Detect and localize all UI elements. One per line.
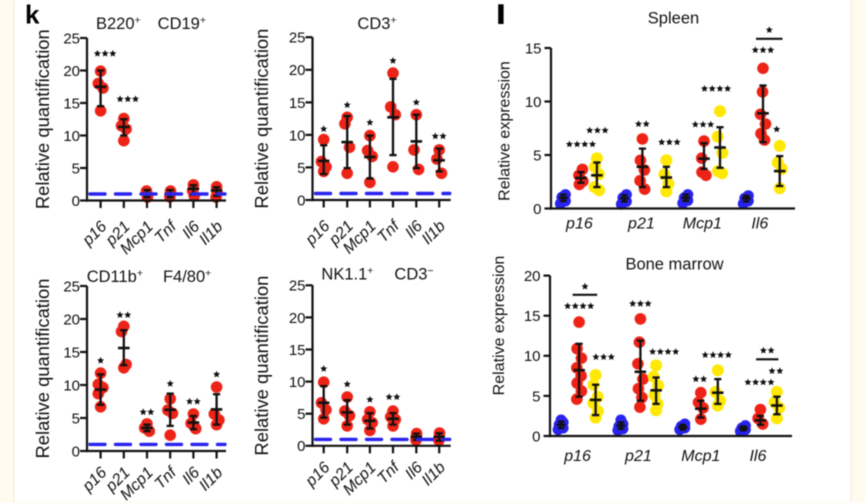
svg-text:10: 10 — [289, 374, 306, 391]
svg-text:15: 15 — [524, 308, 541, 325]
svg-text:Mcp1: Mcp1 — [683, 216, 722, 233]
svg-text:k: k — [25, 0, 40, 30]
svg-text:0: 0 — [533, 201, 541, 218]
svg-text:Relative quantification: Relative quantification — [32, 29, 53, 209]
svg-text:5: 5 — [72, 410, 80, 427]
svg-text:CD3+: CD3+ — [357, 15, 396, 34]
svg-text:25: 25 — [63, 30, 80, 47]
svg-text:20: 20 — [289, 310, 306, 327]
svg-text:15: 15 — [289, 95, 306, 112]
svg-text:Bone marrow: Bone marrow — [625, 256, 723, 274]
svg-text:B220+CD19+: B220+ CD19+ — [96, 15, 206, 34]
svg-text:20: 20 — [63, 311, 80, 328]
svg-text:Relative quantification: Relative quantification — [251, 276, 272, 456]
svg-text:5: 5 — [72, 160, 80, 177]
svg-text:0: 0 — [532, 428, 540, 445]
svg-text:20: 20 — [63, 63, 80, 80]
svg-text:15: 15 — [63, 344, 80, 361]
svg-text:10: 10 — [63, 128, 80, 145]
svg-text:5: 5 — [533, 147, 541, 164]
svg-text:25: 25 — [289, 278, 306, 295]
svg-text:Relative expression: Relative expression — [491, 256, 508, 396]
svg-text:0: 0 — [297, 438, 305, 455]
svg-text:5: 5 — [297, 160, 305, 177]
svg-text:20: 20 — [289, 62, 306, 79]
svg-text:15: 15 — [525, 40, 542, 57]
svg-text:NK1.1+CD3−: NK1.1+ CD3− — [321, 265, 433, 284]
svg-text:p21: p21 — [627, 216, 655, 233]
svg-text:10: 10 — [524, 348, 541, 365]
svg-text:25: 25 — [63, 278, 80, 295]
svg-text:10: 10 — [525, 94, 542, 111]
svg-text:5: 5 — [297, 406, 305, 423]
svg-text:5: 5 — [532, 388, 540, 405]
svg-text:p16: p16 — [563, 448, 591, 465]
svg-text:25: 25 — [289, 30, 306, 47]
svg-text:p21: p21 — [624, 448, 652, 465]
svg-text:p16: p16 — [565, 216, 593, 233]
svg-text:15: 15 — [289, 342, 306, 359]
svg-text:20: 20 — [524, 268, 541, 285]
svg-text:CD11b+F4/80+: CD11b+ F4/80+ — [87, 268, 212, 287]
svg-text:10: 10 — [289, 127, 306, 144]
svg-text:Spleen: Spleen — [648, 10, 699, 28]
svg-text:0: 0 — [72, 443, 80, 460]
svg-text:0: 0 — [72, 193, 80, 210]
svg-text:Mcp1: Mcp1 — [681, 448, 720, 465]
svg-text:0: 0 — [297, 192, 305, 209]
svg-text:Il6: Il6 — [751, 216, 768, 233]
svg-text:Il6: Il6 — [749, 448, 766, 465]
svg-text:Relative quantification: Relative quantification — [251, 29, 272, 209]
svg-text:Relative quantification: Relative quantification — [32, 279, 53, 459]
svg-text:10: 10 — [63, 377, 80, 394]
svg-text:Relative expression: Relative expression — [497, 61, 514, 201]
svg-text:15: 15 — [63, 95, 80, 112]
